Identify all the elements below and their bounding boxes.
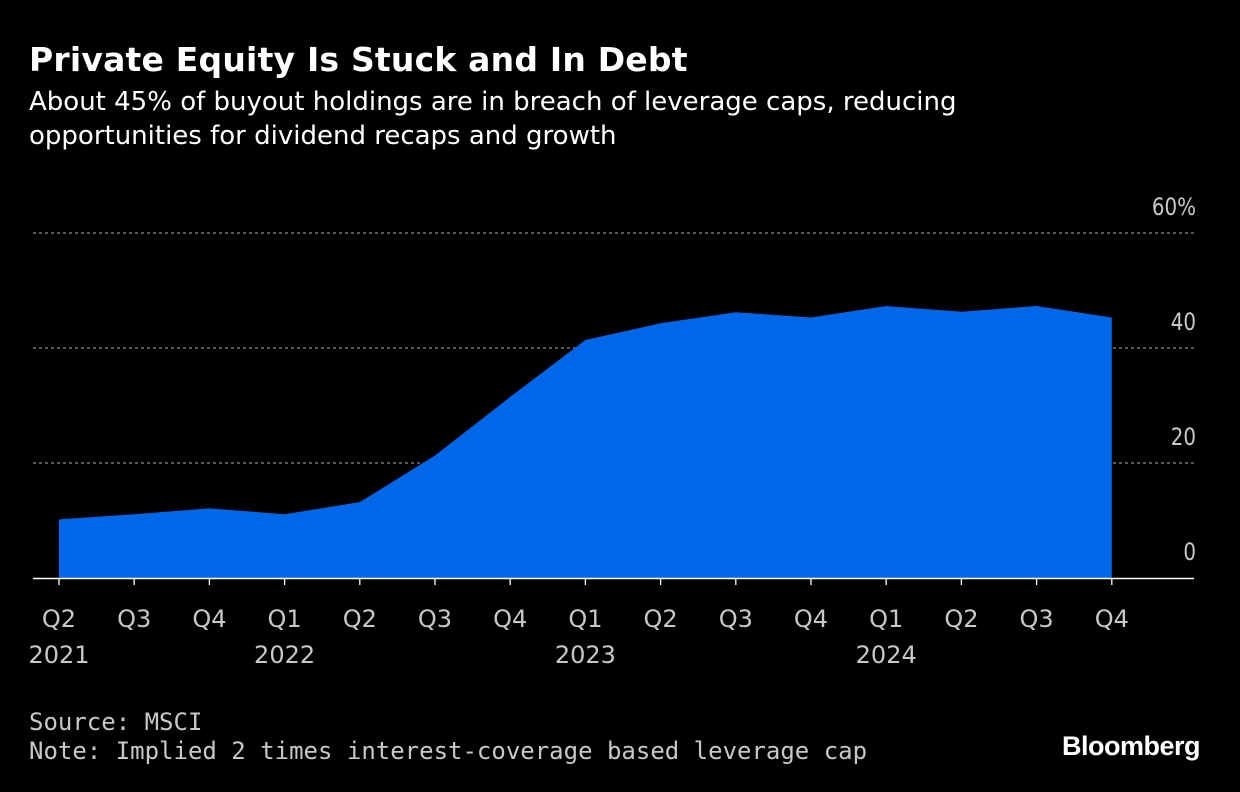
x-tick-label: Q1 — [568, 605, 602, 633]
x-tick-label: Q3 — [1020, 605, 1054, 633]
chart-title: Private Equity Is Stuck and In Debt — [29, 40, 688, 79]
x-tick-label: Q4 — [192, 605, 226, 633]
x-tick-label: Q4 — [794, 605, 828, 633]
x-axis-labels: Q2 Q3 Q4 Q1 Q2 Q3 Q4 Q1 Q2 Q3 Q4 Q1 Q2 Q3 Q4 2021 2022 20… — [28, 605, 1128, 669]
x-tick-label: Q2 — [944, 605, 978, 633]
x-tick-label: Q3 — [418, 605, 452, 633]
y-axis-labels: 0 20 40 60% — [1152, 194, 1196, 566]
x-tick-label: Q2 — [343, 605, 377, 633]
y-tick-label: 20 — [1171, 424, 1196, 451]
x-tick-label: Q3 — [117, 605, 151, 633]
y-tick-label: 60% — [1152, 194, 1196, 221]
area-fill-series-0 — [59, 306, 1112, 578]
area-series — [59, 306, 1112, 578]
x-tick-label: Q1 — [268, 605, 302, 633]
x-year-label: 2021 — [28, 641, 89, 669]
source-note: Source: MSCI — [29, 708, 203, 736]
x-tick-label: Q4 — [1095, 605, 1129, 633]
x-year-label: 2023 — [555, 641, 616, 669]
x-tick-label: Q1 — [869, 605, 903, 633]
x-year-label: 2024 — [856, 641, 917, 669]
x-tick-label: Q3 — [719, 605, 753, 633]
chart-subtitle: About 45% of buyout holdings are in brea… — [29, 87, 957, 151]
bloomberg-logo: Bloomberg — [1061, 731, 1201, 761]
x-tick-label: Q4 — [493, 605, 527, 633]
x-year-label: 2022 — [254, 641, 315, 669]
y-tick-label: 40 — [1171, 309, 1196, 336]
methodology-note: Note: Implied 2 times interest-coverage … — [29, 737, 868, 765]
y-tick-label: 0 — [1183, 539, 1196, 566]
x-tick-label: Q2 — [644, 605, 678, 633]
x-axis — [33, 577, 1194, 585]
x-tick-label: Q2 — [42, 605, 76, 633]
